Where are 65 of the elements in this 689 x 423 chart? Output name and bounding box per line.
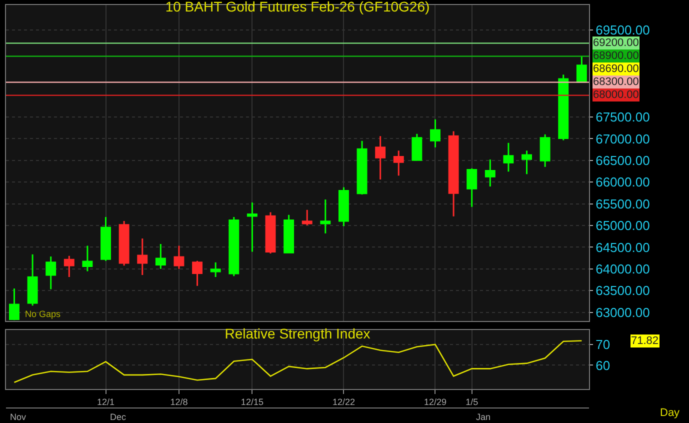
x-tick-label: 12/15 <box>240 396 264 407</box>
y-tick-label: 60 <box>596 358 610 373</box>
candlestick <box>540 134 550 168</box>
text: Day <box>660 407 680 419</box>
candlestick <box>484 158 496 188</box>
chart-title: Relative Strength Index <box>224 326 370 342</box>
candlestick <box>155 243 166 270</box>
y-tick-label: 64000.00 <box>596 261 650 276</box>
candlestick <box>356 140 368 196</box>
candlestick <box>302 209 312 226</box>
y-tick-label: 67500.00 <box>596 110 650 125</box>
candlestick <box>137 238 148 276</box>
candlestick <box>265 212 276 254</box>
candlestick <box>466 168 478 208</box>
candlestick <box>412 133 422 162</box>
ref-line-label: 68000.00 <box>593 89 639 101</box>
candlestick <box>522 150 532 175</box>
y-tick-label: 67000.00 <box>596 131 650 146</box>
candlestick <box>64 255 74 278</box>
x-tick-label: 12/8 <box>170 396 188 407</box>
y-tick-label: 66000.00 <box>596 174 650 190</box>
candlestick <box>503 142 514 172</box>
text: Dec <box>110 412 127 422</box>
candlestick <box>192 260 203 287</box>
text: Nov <box>10 412 27 422</box>
annotation: No Gaps <box>25 309 62 319</box>
ref-line-label: 68300.00 <box>593 76 639 88</box>
y-tick-label: 65500.00 <box>596 196 650 212</box>
line-series <box>14 340 582 384</box>
x-tick-label: 12/29 <box>424 396 447 407</box>
candlestick <box>393 150 404 176</box>
text: 71.82 <box>631 335 659 347</box>
y-tick-label: 70 <box>596 337 610 352</box>
y-tick-label: 63000.00 <box>596 304 650 320</box>
y-tick-label: 63500.00 <box>596 283 650 298</box>
text: 68690.00 <box>593 63 639 75</box>
text: Jan <box>476 412 491 422</box>
candlestick <box>375 135 386 180</box>
x-tick-label: 1/5 <box>466 396 478 407</box>
y-tick-label: 65000.00 <box>596 218 650 234</box>
y-tick-label: 64500.00 <box>596 240 650 255</box>
y-tick-label: 69500.00 <box>596 22 650 38</box>
candlestick <box>82 244 93 272</box>
candlestick <box>284 214 294 254</box>
candlestick <box>228 216 240 277</box>
candlestick <box>338 186 349 227</box>
candlestick <box>430 118 440 148</box>
candlestick <box>27 254 38 306</box>
candlestick <box>46 256 56 290</box>
y-tick-label: 66500.00 <box>596 152 650 168</box>
candlestick <box>558 74 569 141</box>
candlestick <box>246 202 258 253</box>
ref-line-label: 68900.00 <box>593 50 639 62</box>
candlestick <box>576 55 587 83</box>
x-tick-label: 12/1 <box>96 396 115 407</box>
x-tick-label: 12/22 <box>332 396 355 407</box>
candlestick <box>320 198 331 234</box>
candlestick <box>118 220 130 266</box>
candlestick <box>100 216 111 262</box>
chart-title: 10 BAHT Gold Futures Feb-26 (GF10G26) <box>165 0 430 14</box>
candlestick <box>448 130 459 218</box>
candlestick <box>174 244 184 270</box>
ref-line-label: 69200.00 <box>593 37 639 49</box>
candlestick <box>210 262 221 278</box>
candlestick <box>9 288 20 321</box>
